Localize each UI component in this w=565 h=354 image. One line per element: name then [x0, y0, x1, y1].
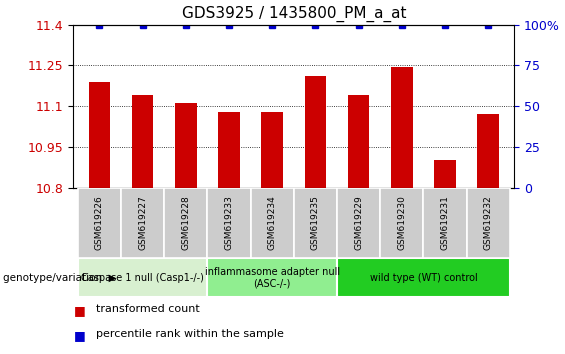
Text: wild type (WT) control: wild type (WT) control	[370, 273, 477, 283]
Text: GSM619227: GSM619227	[138, 196, 147, 250]
Text: genotype/variation  ▶: genotype/variation ▶	[3, 273, 116, 283]
Bar	[175, 103, 197, 188]
Text: GSM619229: GSM619229	[354, 196, 363, 250]
Bar	[262, 112, 283, 188]
Bar	[218, 112, 240, 188]
Text: Caspase 1 null (Casp1-/-): Caspase 1 null (Casp1-/-)	[81, 273, 204, 283]
Text: ■: ■	[73, 304, 85, 318]
Bar	[294, 188, 337, 258]
Text: percentile rank within the sample: percentile rank within the sample	[96, 329, 284, 339]
Text: GSM619231: GSM619231	[441, 195, 450, 251]
Bar	[337, 188, 380, 258]
Text: GSM619233: GSM619233	[224, 195, 233, 251]
Text: GSM619232: GSM619232	[484, 196, 493, 250]
Bar	[391, 67, 412, 188]
Bar	[207, 258, 337, 297]
Text: inflammasome adapter null
(ASC-/-): inflammasome adapter null (ASC-/-)	[205, 267, 340, 289]
Text: ■: ■	[73, 329, 85, 342]
Text: GSM619234: GSM619234	[268, 196, 277, 250]
Text: transformed count: transformed count	[96, 304, 200, 314]
Text: GSM619230: GSM619230	[397, 195, 406, 251]
Bar	[380, 188, 423, 258]
Bar	[89, 82, 110, 188]
Bar	[164, 188, 207, 258]
Bar	[467, 188, 510, 258]
Bar	[348, 95, 370, 188]
Bar	[132, 95, 153, 188]
Bar	[207, 188, 251, 258]
Bar	[305, 76, 326, 188]
Bar	[477, 114, 499, 188]
Bar	[251, 188, 294, 258]
Bar	[434, 160, 456, 188]
Bar	[121, 188, 164, 258]
Bar	[337, 258, 510, 297]
Text: GSM619228: GSM619228	[181, 196, 190, 250]
Title: GDS3925 / 1435800_PM_a_at: GDS3925 / 1435800_PM_a_at	[181, 6, 406, 22]
Text: GSM619226: GSM619226	[95, 196, 104, 250]
Bar	[78, 188, 121, 258]
Bar	[423, 188, 467, 258]
Bar	[78, 258, 207, 297]
Text: GSM619235: GSM619235	[311, 195, 320, 251]
